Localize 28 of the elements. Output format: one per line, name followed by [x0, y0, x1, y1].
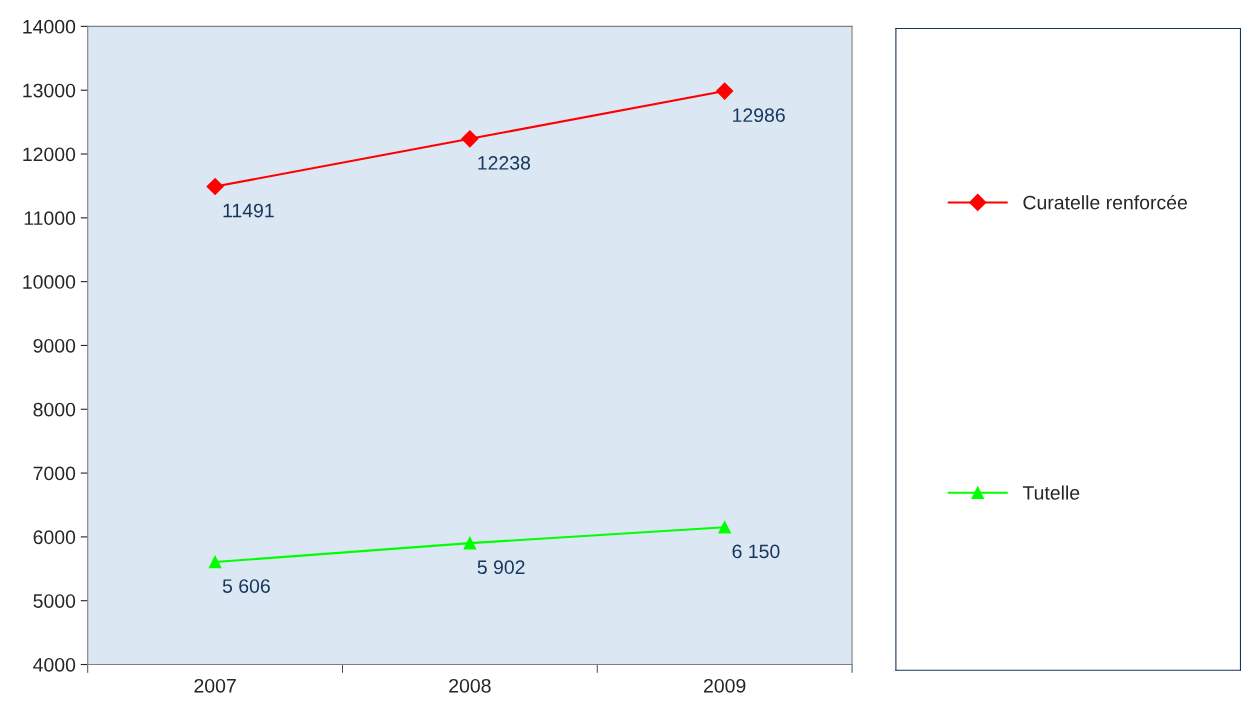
- y-tick-label: 6000: [33, 530, 76, 545]
- x-tick-label: 2008: [449, 678, 491, 693]
- y-tick-label: 14000: [23, 19, 76, 34]
- y-tick-label: 7000: [33, 466, 76, 481]
- point: [716, 82, 734, 100]
- y-tick-label: 8000: [33, 402, 76, 417]
- y-tick-label: 5000: [33, 594, 76, 608]
- data-label: 6 150: [732, 544, 780, 559]
- point: [208, 555, 222, 569]
- y-tick-label: 9000: [33, 338, 76, 353]
- y-tick-label: 10000: [23, 275, 76, 289]
- point: [206, 177, 224, 196]
- point: [461, 130, 479, 148]
- data-label: 12238: [478, 156, 531, 170]
- y-tick-label: 11000: [24, 211, 76, 226]
- y-tick-label: 12000: [23, 147, 76, 162]
- data-label: 5 902: [477, 560, 525, 575]
- data-label: 11491: [223, 203, 274, 218]
- point: [463, 536, 477, 550]
- legend-label: Tutelle: [1022, 485, 1080, 500]
- point: [718, 521, 731, 534]
- data-label: 5 606: [222, 579, 270, 593]
- x-tick-label: 2007: [194, 678, 236, 693]
- x-tick-label: 2009: [704, 678, 746, 693]
- y-tick-label: 4000: [33, 657, 76, 672]
- y-tick-label: 13000: [23, 83, 76, 98]
- legend-label: Curatelle renforcée: [1023, 194, 1187, 210]
- data-label: 12986: [733, 108, 785, 123]
